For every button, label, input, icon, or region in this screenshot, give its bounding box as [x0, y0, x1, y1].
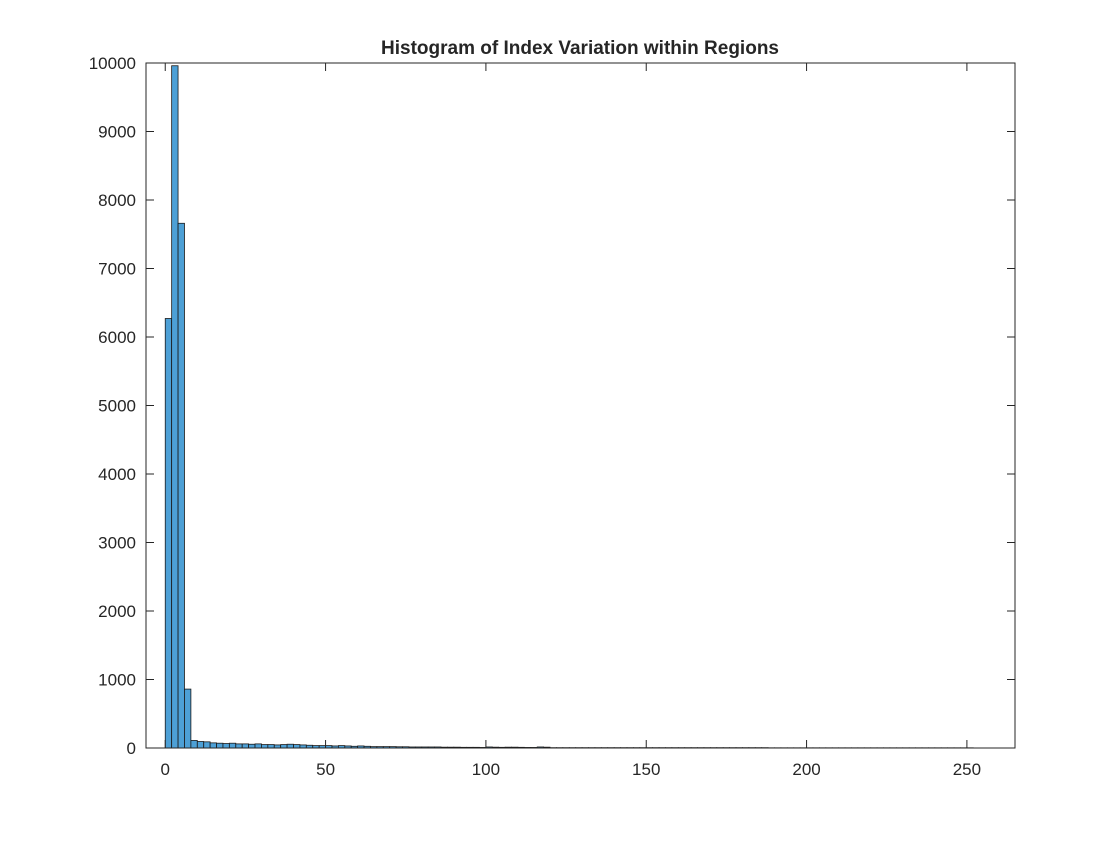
x-tick-label: 50 [316, 760, 335, 779]
histogram-bar [210, 743, 216, 748]
y-tick-label: 7000 [98, 260, 136, 279]
histogram-bar [172, 66, 178, 748]
histogram-bar [294, 745, 300, 748]
histogram-bar [197, 741, 203, 748]
histogram-bar [204, 742, 210, 748]
y-tick-label: 2000 [98, 602, 136, 621]
x-tick-label: 100 [472, 760, 500, 779]
y-tick-label: 6000 [98, 328, 136, 347]
x-tick-label: 150 [632, 760, 660, 779]
y-axis-ticks: 0 1000 2000 3000 4000 5000 6000 7000 8000 9000 100… [89, 54, 1015, 758]
y-tick-label: 10000 [89, 54, 136, 73]
x-tick-label: 250 [953, 760, 981, 779]
y-tick-label: 0 [127, 739, 136, 758]
axes-box [146, 63, 1015, 748]
y-tick-label: 1000 [98, 671, 136, 690]
histogram-bar [268, 745, 274, 748]
histogram-bar [287, 744, 293, 748]
histogram-bar [178, 223, 184, 748]
histogram-bar [217, 743, 223, 748]
chart-title: Histogram of Index Variation within Regi… [381, 38, 779, 59]
y-tick-label: 4000 [98, 465, 136, 484]
histogram-bar [191, 740, 197, 748]
bars-group [165, 66, 973, 748]
histogram-bar [255, 744, 261, 748]
histogram-bar [249, 744, 255, 748]
histogram-bar [261, 745, 267, 748]
histogram-bar [236, 744, 242, 748]
histogram-bar [223, 744, 229, 748]
x-tick-label: 200 [792, 760, 820, 779]
histogram-bar [184, 689, 190, 748]
histogram-bar [242, 744, 248, 748]
histogram-bar [229, 743, 235, 748]
y-tick-label: 5000 [98, 397, 136, 416]
y-tick-label: 8000 [98, 191, 136, 210]
y-tick-label: 9000 [98, 123, 136, 142]
x-tick-label: 0 [161, 760, 170, 779]
x-axis-ticks: 0 50 100 150 200 250 [161, 63, 982, 779]
histogram-bar [165, 319, 171, 749]
y-tick-label: 3000 [98, 534, 136, 553]
histogram-bar [281, 745, 287, 748]
